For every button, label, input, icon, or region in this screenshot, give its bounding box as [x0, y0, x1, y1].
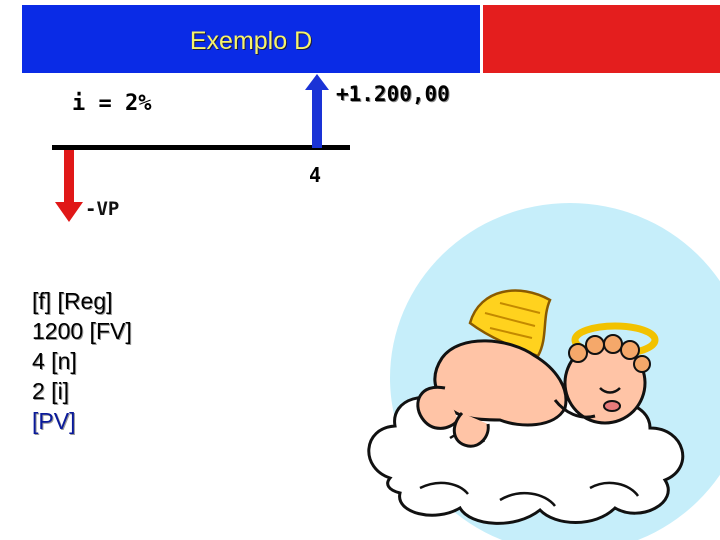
calculator-keystrokes: [f] [Reg] 1200 [FV] 4 [n] 2 [i] [PV]	[32, 286, 132, 436]
keystroke-line: 4 [n]	[32, 348, 77, 374]
period-label: 4	[309, 163, 322, 187]
timeline-line	[52, 145, 350, 150]
keystroke-line: [PV]	[32, 408, 76, 434]
present-value-label: -VP	[85, 198, 120, 220]
title-banner: Exemplo D	[22, 5, 480, 73]
inflow-amount-label: +1.200,00	[336, 82, 450, 106]
outflow-arrow-icon	[55, 150, 83, 222]
keystroke-line: 1200 [FV]	[32, 318, 132, 344]
accent-block	[483, 5, 720, 73]
keystroke-line: [f] [Reg]	[32, 288, 113, 314]
sleeping-angel-on-cloud-icon	[367, 203, 720, 540]
slide-title: Exemplo D	[189, 27, 313, 55]
inflow-arrow-icon	[305, 74, 329, 148]
keystroke-line: 2 [i]	[32, 378, 70, 404]
interest-rate-label: i = 2%	[72, 91, 152, 116]
